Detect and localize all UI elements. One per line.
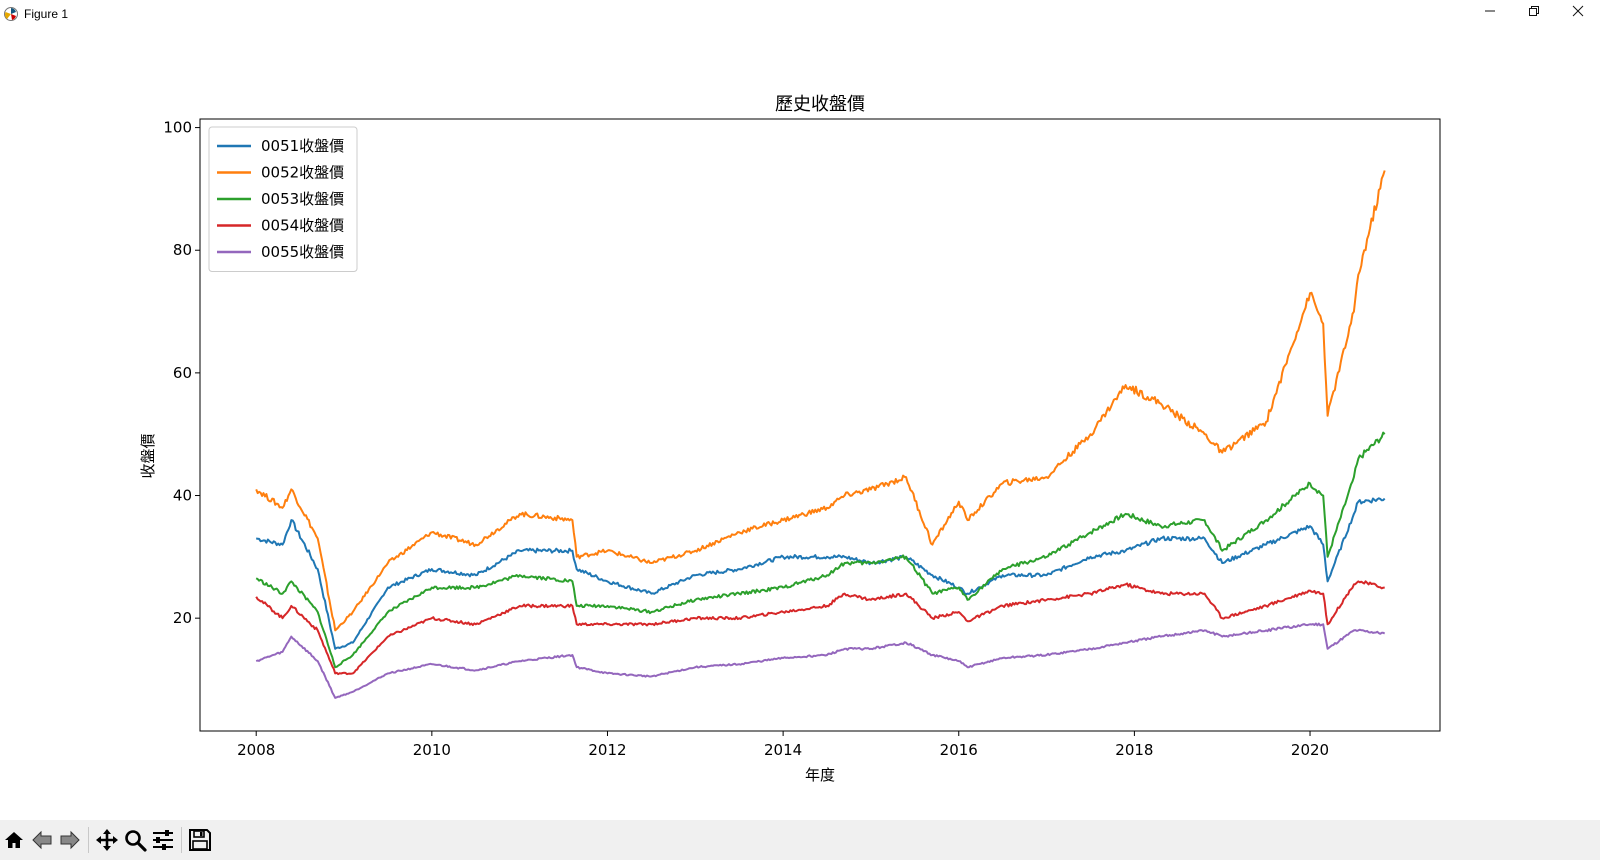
legend-label: 0055收盤價 [261, 243, 344, 261]
legend-frame [208, 126, 358, 272]
toolbar-separator [181, 827, 182, 853]
y-tick-label: 60 [173, 364, 192, 382]
series-line-0054收盤價 [255, 580, 1385, 676]
x-tick-label: 2014 [764, 741, 802, 759]
y-tick-label: 40 [173, 487, 192, 505]
legend-label: 0052收盤價 [261, 164, 344, 182]
pan-move-icon [96, 829, 118, 851]
chart-title: 歷史收盤價 [775, 94, 865, 115]
forward-arrow-icon [60, 830, 80, 850]
series-line-0051收盤價 [255, 497, 1386, 650]
series-line-0052收盤價 [255, 170, 1386, 632]
plot-frame [199, 118, 1441, 732]
legend-label: 0053收盤價 [261, 190, 344, 208]
configure-subplots-icon [153, 830, 173, 850]
x-tick-label: 2010 [413, 741, 451, 759]
pan-button[interactable] [93, 825, 121, 855]
y-tick-label: 20 [173, 609, 192, 627]
window-titlebar: Figure 1 [0, 0, 1600, 28]
window-title: Figure 1 [24, 7, 69, 21]
x-tick-label: 2018 [1115, 741, 1153, 759]
zoom-magnifier-icon [125, 830, 147, 852]
x-tick-label: 2008 [237, 741, 275, 759]
save-floppy-icon [189, 829, 211, 851]
matplotlib-logo-icon [4, 7, 18, 21]
x-tick-label: 2012 [588, 741, 626, 759]
minimize-button[interactable] [1468, 0, 1512, 22]
forward-button[interactable] [56, 825, 84, 855]
figure-canvas: 歷史收盤價 年度 收盤價 2008 2010 2012 2014 2016 2018 202… [139, 94, 1441, 784]
close-icon [1572, 5, 1584, 17]
x-tick-label: 2016 [940, 741, 978, 759]
x-axis-ticks: 2008 2010 2012 2014 2016 2018 2020 [237, 731, 1329, 759]
y-tick-label: 80 [173, 241, 192, 259]
restore-icon [1529, 6, 1539, 16]
y-axis-ticks: 20 40 60 80 100 [163, 119, 200, 627]
series-layer [255, 170, 1386, 699]
navigation-toolbar [0, 820, 1600, 860]
restore-button[interactable] [1512, 0, 1556, 22]
home-button[interactable] [0, 825, 28, 855]
window-controls [1468, 0, 1600, 28]
zoom-button[interactable] [121, 825, 149, 855]
back-arrow-icon [32, 830, 52, 850]
legend-label: 0051收盤價 [261, 137, 344, 155]
back-button[interactable] [28, 825, 56, 855]
series-line-0053收盤價 [255, 431, 1386, 669]
y-axis-label: 收盤價 [139, 433, 157, 478]
legend-label: 0054收盤價 [261, 217, 344, 235]
save-button[interactable] [186, 825, 214, 855]
close-button[interactable] [1556, 0, 1600, 22]
minimize-icon [1485, 10, 1495, 12]
series-line-0055收盤價 [255, 622, 1386, 699]
configure-subplots-button[interactable] [149, 825, 177, 855]
toolbar-separator [88, 827, 89, 853]
y-tick-label: 100 [163, 119, 192, 137]
x-tick-label: 2020 [1291, 741, 1329, 759]
x-axis-label: 年度 [805, 766, 835, 784]
legend: 0051收盤價 0052收盤價 0053收盤價 0054收盤價 0055收盤價 [208, 126, 358, 272]
home-icon [5, 832, 23, 848]
